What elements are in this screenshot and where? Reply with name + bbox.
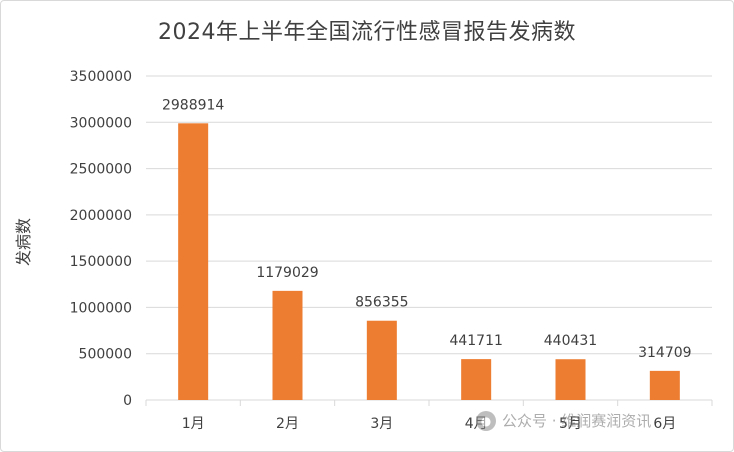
bar — [649, 370, 680, 400]
x-tick-label: 2月 — [276, 416, 299, 432]
y-tick-label: 3000000 — [70, 115, 132, 131]
y-tick-label: 1500000 — [70, 254, 132, 270]
y-tick-label: 2000000 — [70, 208, 132, 224]
data-label: 441711 — [449, 333, 502, 349]
x-tick-label: 5月 — [559, 416, 582, 432]
bars — [178, 123, 680, 401]
watermark-text: 公众号 · 维润赛润资讯 — [502, 412, 652, 430]
watermark: ● 公众号 · 维润赛润资讯 — [476, 410, 651, 431]
data-label: 314709 — [638, 345, 691, 361]
chart-title: 2024年上半年全国流行性感冒报告发病数 — [158, 20, 576, 45]
y-tick-label: 1000000 — [70, 300, 132, 316]
bar — [272, 290, 303, 400]
bar — [366, 320, 397, 400]
data-label: 1179029 — [256, 265, 318, 281]
wechat-icon: ● — [476, 410, 496, 431]
data-label: 856355 — [355, 295, 408, 311]
data-labels: 2988914 1179029 856355 441711 440431 314709 — [162, 97, 692, 361]
x-tick-label: 3月 — [370, 416, 393, 432]
data-label: 2988914 — [162, 97, 224, 113]
x-tick-label: 6月 — [653, 416, 676, 432]
y-tick-label: 500000 — [79, 347, 132, 363]
data-label: 440431 — [544, 333, 597, 349]
y-tick-label: 0 — [123, 393, 132, 409]
y-tick-label: 2500000 — [70, 162, 132, 178]
y-tick-label: 3500000 — [70, 69, 132, 85]
y-axis-ticks: 0 500000 1000000 1500000 2000000 2500000 30000… — [70, 69, 132, 409]
bar — [178, 123, 209, 401]
gridlines — [145, 75, 713, 406]
bar — [461, 359, 492, 400]
x-tick-label: 1月 — [182, 416, 205, 432]
bar — [555, 359, 586, 400]
